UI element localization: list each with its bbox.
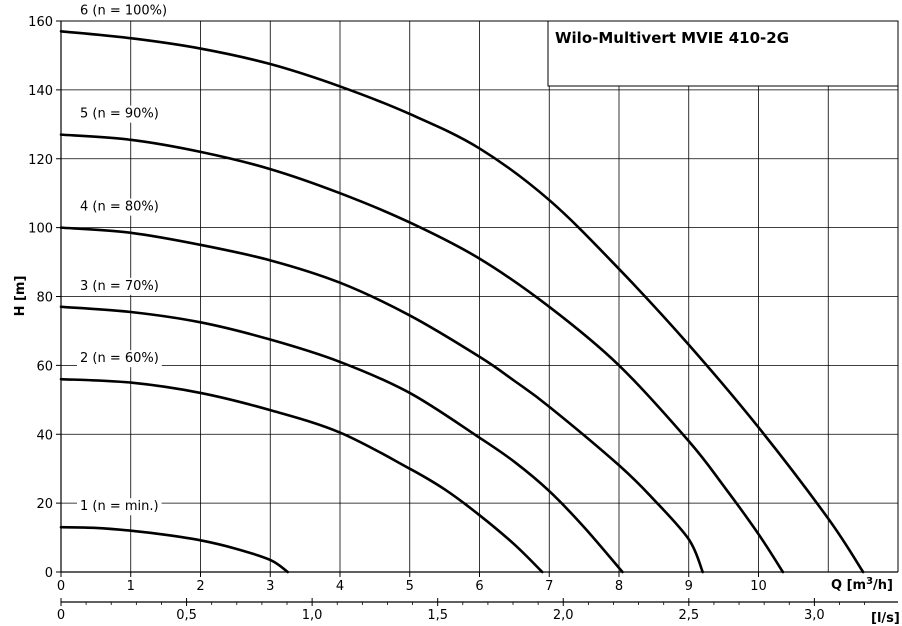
y-tick-label: 60 (36, 359, 53, 374)
y-tick-label: 80 (36, 291, 53, 306)
curve-labels: 1 (n = min.) 2 (n = 60%) 3 (n = 70%) 4 (n =… (77, 2, 171, 516)
curve-label-backing (77, 350, 162, 368)
x-axis-title-sup: 3 (866, 576, 873, 587)
x2-tick-label: 0 (57, 608, 65, 623)
y-tick-label: 0 (45, 566, 53, 581)
x-tick-label: 3 (266, 579, 274, 594)
x2-tick-label: 3,0 (804, 608, 825, 623)
curve-label-backing (77, 105, 162, 123)
curve-label-backing (77, 198, 162, 216)
curve-label-backing (77, 498, 162, 516)
x-tick-label: 10 (750, 579, 767, 594)
x-tick-label: 0 (57, 579, 65, 594)
curve-line-5 (59, 133, 785, 574)
x2-tick-label: 0,5 (176, 608, 197, 623)
x-tick-label: 8 (615, 579, 623, 594)
x-tick-label: 1 (127, 579, 135, 594)
x-tick-label: 2 (196, 579, 204, 594)
x-axis-title-suffix: /h] (873, 578, 893, 593)
chart-title: Wilo-Multivert MVIE 410-2G (555, 29, 789, 47)
x2-tick-label: 1,0 (302, 608, 323, 623)
curve-label-5: 5 (n = 90%) (80, 107, 159, 122)
curve-label-1: 1 (n = min.) (80, 499, 159, 514)
curves (59, 30, 865, 574)
y-tick-label: 140 (28, 84, 53, 99)
y-tick-label: 40 (36, 428, 53, 443)
x-axis-title: Q [m3/h] (831, 576, 893, 593)
curve-line-2 (59, 377, 544, 574)
y-tick-label: 100 (28, 222, 53, 237)
x2-tick-label: 2,0 (553, 608, 574, 623)
x2-axis-title: [l/s] (871, 611, 900, 626)
y-axis-title: H [m] (13, 276, 28, 317)
curve-line-4 (59, 226, 704, 574)
curve-label-2: 2 (n = 60%) (80, 351, 159, 366)
curve-label-4: 4 (n = 80%) (80, 200, 159, 215)
x-tick-label: 9 (685, 579, 693, 594)
y-tick-label: 160 (28, 15, 53, 30)
x-tick-label: 7 (545, 579, 553, 594)
x2-tick-label: 2,5 (678, 608, 699, 623)
curve-line-3 (59, 305, 624, 574)
curve-label-3: 3 (n = 70%) (80, 279, 159, 294)
y-tick-label: 120 (28, 153, 53, 168)
curve-label-backing (77, 277, 162, 295)
x-tick-label: 5 (406, 579, 414, 594)
x2-tick-label: 1,5 (427, 608, 448, 623)
curve-line-6 (59, 30, 865, 574)
curve-label-backing (77, 2, 171, 20)
x-tick-label: 6 (475, 579, 483, 594)
x-tick-label: 4 (336, 579, 344, 594)
curve-label-6: 6 (n = 100%) (80, 3, 167, 18)
title-box (547, 20, 899, 87)
y-tick-label: 20 (36, 497, 53, 512)
curve-line-1 (59, 525, 289, 574)
x-axis-title-prefix: Q [m (831, 578, 866, 593)
